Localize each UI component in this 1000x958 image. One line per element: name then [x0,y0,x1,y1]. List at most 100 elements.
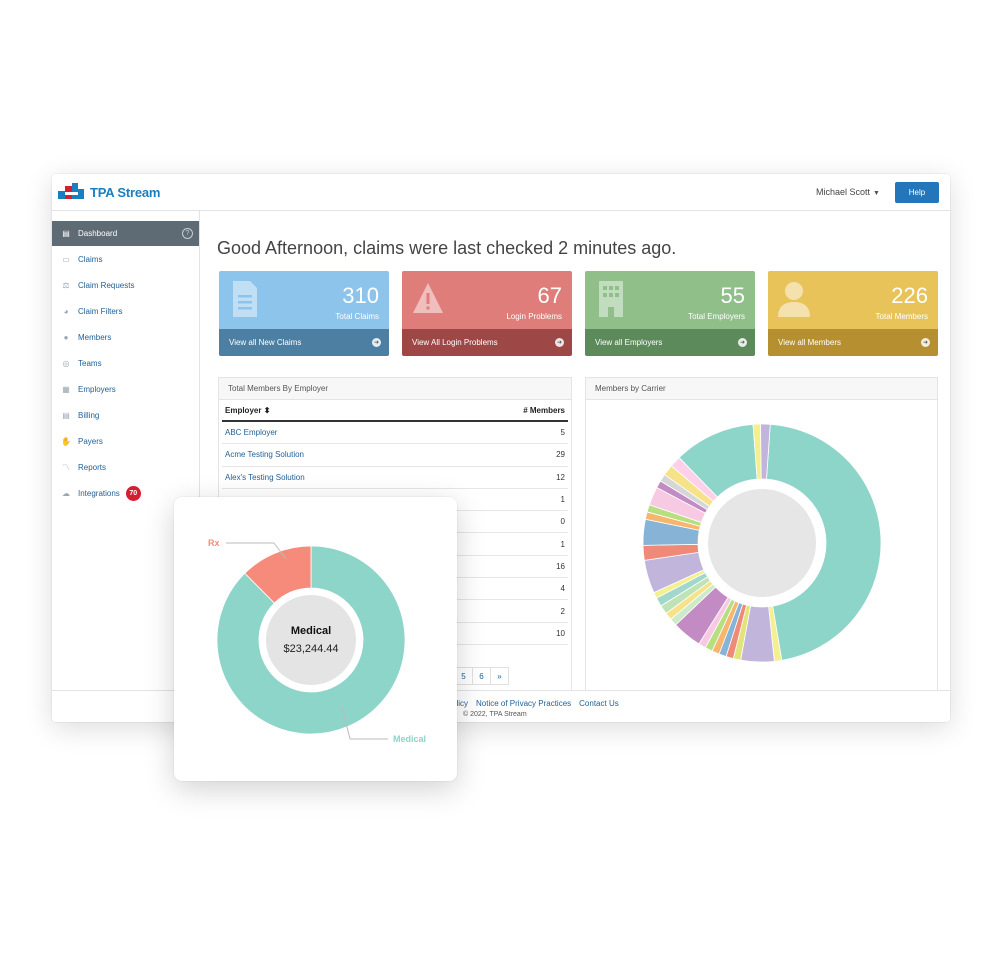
column-members[interactable]: # Members [523,405,565,415]
sidebar-item-payers[interactable]: ✋ Payers [52,429,199,455]
spend-breakdown-card: Rx Medical Medical $23,244.44 [174,497,457,781]
view-all-claims-link[interactable]: View all New Claims ➜ [219,329,389,356]
contact-us-link[interactable]: Contact Us [579,699,619,708]
member-count: 4 [560,584,565,594]
copyright: © 2022, TPA Stream [463,711,527,718]
view-all-employers-link[interactable]: View all Employers ➜ [585,329,755,356]
sort-icon: ⬍ [263,405,271,415]
hand-icon: ✋ [61,437,71,447]
stat-card-login-problems: 67 Login Problems View All Login Problem… [402,271,572,356]
stat-value: 310 [342,283,379,308]
carrier-slice-27[interactable] [760,423,771,480]
sidebar-item-label: Teams [78,358,102,368]
life-ring-icon: ◎ [62,358,70,368]
chart-line-icon: 〽 [62,463,70,473]
next-page-button[interactable]: » [490,667,509,685]
cloud-logo-icon [58,183,84,199]
sidebar-item-label: Members [78,332,112,342]
person-icon: ● [63,332,69,342]
notice-of-privacy-link[interactable]: Notice of Privacy Practices [476,699,572,708]
sidebar-item-label: Billing [78,411,100,421]
employer-link[interactable]: ABC Employer [225,428,278,438]
warning-icon [413,283,443,313]
sidebar-item-label: Integrations [78,489,120,499]
sidebar-item-members[interactable]: ● Members [52,324,199,350]
column-employer[interactable]: Employer ⬍ [225,406,270,415]
stat-value: 67 [537,283,562,308]
logo-text: TPA Stream [90,184,161,200]
member-count: 2 [560,606,565,616]
logo[interactable]: TPA Stream [56,181,160,203]
stat-card-employers: 55 Total Employers View all Employers ➜ [585,271,755,356]
card-link-label: View all Members [778,338,841,347]
sidebar-item-employers[interactable]: ▦ Employers [52,376,199,402]
stat-label: Total Employers [688,312,745,321]
cloud-link-icon: ☁ [62,489,70,499]
help-circle-icon[interactable]: ? [182,228,193,239]
user-name: Michael Scott [816,187,871,197]
building-icon [599,281,623,317]
stat-card-claims: 310 Total Claims View all New Claims ➜ [219,271,389,356]
medical-rx-chart: Rx Medical Medical $23,244.44 [208,538,426,744]
arrow-right-icon: ➜ [921,338,930,347]
card-link-label: View All Login Problems [412,338,498,347]
member-count: 10 [556,628,565,638]
building-icon: ▦ [62,385,70,395]
card-link-label: View all New Claims [229,338,302,347]
members-by-carrier-panel: Members by Carrier [585,377,938,697]
page-6-button[interactable]: 6 [472,667,491,685]
pie-icon: ◕ [63,306,69,316]
sidebar-item-claim-requests[interactable]: ⚖ Claim Requests [52,272,199,298]
member-count: 1 [560,539,565,549]
stat-label: Total Claims [335,312,379,321]
sidebar-item-label: Payers [78,437,103,447]
view-all-login-problems-link[interactable]: View All Login Problems ➜ [402,329,572,356]
carrier-slice-0[interactable] [766,423,882,661]
sidebar: ▤ Dashboard ? ▭ Claims ⚖ Claim Requests … [52,211,200,722]
rx-label: Rx [208,538,220,548]
sidebar-item-billing[interactable]: ▤ Billing [52,403,199,429]
stat-value: 55 [720,283,745,308]
invoice-icon: ▤ [62,411,70,421]
rx-slice[interactable] [244,545,312,604]
member-count: 16 [556,561,565,571]
member-count: 1 [560,495,565,505]
center-value: $23,244.44 [283,643,338,655]
pagination: 5 6 » [454,667,509,685]
panel-title: Total Members By Employer [219,378,571,400]
caret-down-icon: ▼ [873,190,880,197]
table-row: ABC Employer 5 [222,422,568,445]
stat-label: Total Members [875,312,928,321]
integrations-badge: 70 [125,486,141,502]
sidebar-item-label: Reports [78,463,107,473]
footer-links: olicy Notice of Privacy Practices Contac… [452,699,619,708]
scale-icon: ⚖ [62,280,70,290]
help-button[interactable]: Help [895,182,939,203]
privacy-policy-link[interactable]: olicy [452,699,469,708]
card-link-label: View all Employers [595,338,663,347]
stat-value: 226 [891,283,928,308]
page-greeting: Good Afternoon, claims were last checked… [217,238,677,258]
table-row: Acme Testing Solution 29 [222,444,568,467]
donut-center [708,489,816,597]
donut-center [266,595,356,685]
sidebar-item-reports[interactable]: 〽 Reports [52,455,199,481]
employer-link[interactable]: Acme Testing Solution [225,450,305,460]
arrow-right-icon: ➜ [738,338,747,347]
panel-title: Members by Carrier [586,378,937,400]
table-row: Alex's Testing Solution 12 [222,467,568,489]
dashboard-icon: ▤ [62,229,70,238]
arrow-right-icon: ➜ [555,338,564,347]
sidebar-item-claims[interactable]: ▭ Claims [52,246,199,272]
sidebar-item-teams[interactable]: ◎ Teams [52,350,199,376]
user-menu[interactable]: Michael Scott ▼ [816,187,880,197]
sidebar-item-dashboard[interactable]: ▤ Dashboard ? [52,221,199,246]
sidebar-item-label: Employers [78,385,116,395]
arrow-right-icon: ➜ [372,338,381,347]
view-all-members-link[interactable]: View all Members ➜ [768,329,938,356]
sidebar-item-claim-filters[interactable]: ◕ Claim Filters [52,298,199,324]
sidebar-item-integrations[interactable]: ☁ Integrations 70 [52,481,199,507]
employer-link[interactable]: Alex's Testing Solution [225,472,305,482]
members-by-carrier-chart [642,423,882,663]
member-count: 12 [556,472,565,482]
